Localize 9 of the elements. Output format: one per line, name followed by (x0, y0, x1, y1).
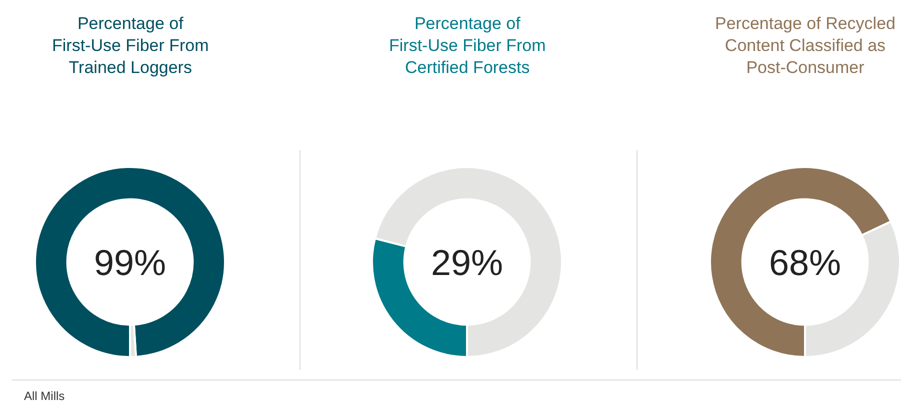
data-label: 29% (431, 242, 504, 283)
chart-title: Percentage of Recycled Content Classified as Post-Consumer (715, 14, 896, 78)
donut-slice (34, 166, 226, 358)
chart-title: Percentage of First-Use Fiber From Trained Loggers (52, 14, 209, 78)
donut-slice (374, 166, 563, 358)
chart-title: Percentage of First-Use Fiber From Certified Forests (389, 14, 546, 78)
data-label: 68% (769, 242, 842, 283)
text: All Mills (24, 389, 65, 403)
data-label: 99% (94, 242, 166, 283)
